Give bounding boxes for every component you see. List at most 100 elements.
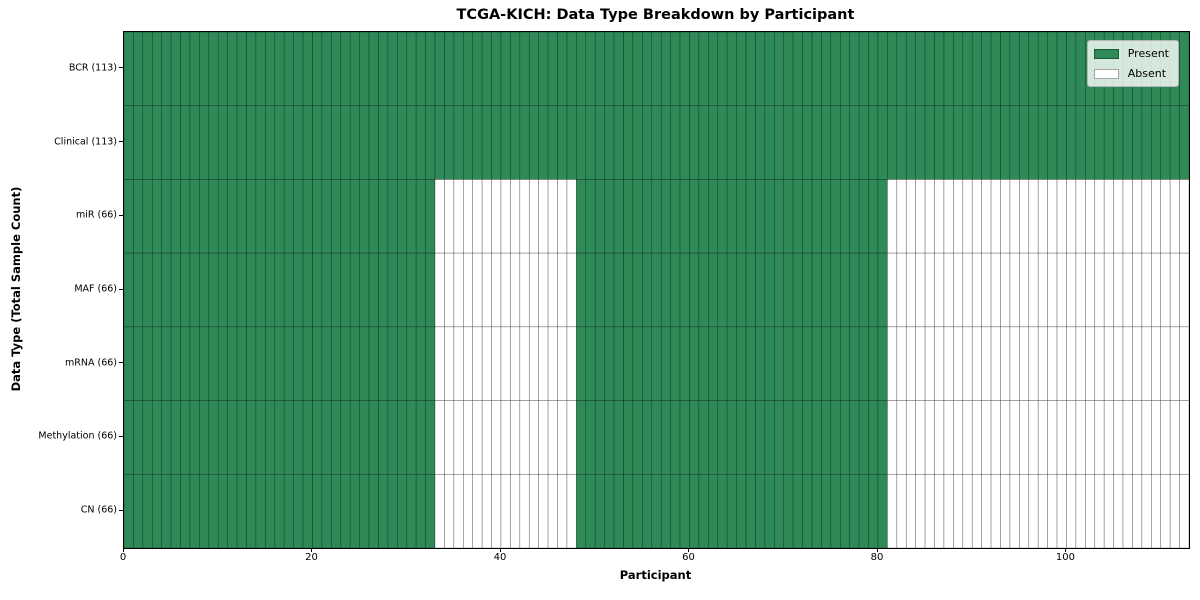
- heatmap-cell: [444, 32, 455, 107]
- heatmap-cell: [236, 32, 247, 107]
- heatmap-cell: [811, 326, 822, 401]
- heatmap-cell: [472, 473, 483, 548]
- heatmap-cell: [236, 252, 247, 328]
- heatmap-cell: [962, 473, 973, 548]
- heatmap-cell: [887, 105, 898, 180]
- heatmap-cell: [1009, 252, 1020, 328]
- heatmap-cell: [745, 473, 756, 548]
- heatmap-cell: [378, 32, 389, 107]
- heatmap-cell: [1132, 326, 1143, 401]
- heatmap-cell: [981, 400, 992, 475]
- heatmap-cell: [962, 32, 973, 107]
- heatmap-cell: [1075, 326, 1086, 401]
- heatmap-cell: [528, 400, 539, 475]
- heatmap-cell: [519, 400, 530, 475]
- heatmap-cell: [811, 252, 822, 328]
- heatmap-cell: [500, 32, 511, 107]
- heatmap-cell: [415, 400, 426, 475]
- heatmap-cell: [208, 252, 219, 328]
- heatmap-cell: [877, 179, 888, 254]
- heatmap-cell: [321, 400, 332, 475]
- heatmap-cell: [839, 252, 851, 328]
- heatmap-cell: [811, 105, 822, 180]
- heatmap-cell: [679, 179, 690, 254]
- heatmap-cell: [613, 252, 624, 328]
- heatmap-cell: [274, 179, 285, 254]
- heatmap-cell: [236, 105, 247, 180]
- heatmap-cell: [839, 473, 851, 548]
- heatmap-cell: [142, 473, 153, 548]
- heatmap-cell: [792, 400, 803, 475]
- heatmap-cell: [170, 32, 181, 107]
- heatmap-cell: [133, 473, 144, 548]
- heatmap-cell: [312, 32, 323, 107]
- heatmap-cell: [877, 32, 888, 107]
- heatmap-cell: [839, 400, 851, 475]
- heatmap-cell: [274, 32, 285, 107]
- heatmap-cell: [726, 473, 737, 548]
- heatmap-cell: [246, 105, 257, 180]
- heatmap-cell: [462, 179, 474, 254]
- heatmap-cell: [349, 252, 360, 328]
- heatmap-cell: [227, 252, 238, 328]
- heatmap-cell: [434, 326, 445, 401]
- heatmap-cell: [189, 179, 200, 254]
- heatmap-cell: [349, 105, 360, 180]
- heatmap-cell: [368, 400, 379, 475]
- heatmap-cell: [359, 326, 370, 401]
- heatmap-cell: [331, 105, 342, 180]
- heatmap-cell: [481, 32, 492, 107]
- heatmap-cell: [510, 179, 521, 254]
- heatmap-cell: [670, 179, 681, 254]
- heatmap-cell: [849, 105, 860, 180]
- heatmap-cell: [839, 326, 851, 401]
- heatmap-cell: [510, 252, 521, 328]
- heatmap-cell: [312, 473, 323, 548]
- heatmap-cell: [905, 400, 916, 475]
- heatmap-cell: [340, 400, 351, 475]
- heatmap-cell: [1094, 326, 1105, 401]
- heatmap-cell: [642, 326, 653, 401]
- heatmap-cell: [453, 473, 464, 548]
- heatmap-cell: [774, 473, 785, 548]
- heatmap-cell: [962, 105, 973, 180]
- heatmap-cell: [736, 179, 747, 254]
- heatmap-cell: [698, 252, 709, 328]
- heatmap-cell: [180, 252, 191, 328]
- heatmap-cell: [349, 326, 360, 401]
- heatmap-cell: [924, 32, 935, 107]
- heatmap-cell: [1094, 179, 1105, 254]
- y-tick-label: Clinical (113): [54, 136, 117, 148]
- heatmap-cell: [896, 32, 907, 107]
- heatmap-cell: [849, 400, 860, 475]
- heatmap-cell: [142, 326, 153, 401]
- heatmap-cell: [312, 105, 323, 180]
- heatmap-cell: [462, 400, 474, 475]
- heatmap-cell: [632, 473, 643, 548]
- heatmap-cell: [189, 32, 200, 107]
- heatmap-cell: [660, 252, 671, 328]
- heatmap-cells: [124, 32, 1189, 548]
- heatmap-cell: [1160, 326, 1171, 401]
- heatmap-cell: [962, 252, 973, 328]
- heatmap-cell: [613, 105, 624, 180]
- heatmap-cell: [708, 326, 719, 401]
- heatmap-cell: [839, 105, 851, 180]
- heatmap-cell: [830, 326, 841, 401]
- heatmap-cell: [199, 326, 210, 401]
- heatmap-cell: [971, 32, 982, 107]
- heatmap-cell: [133, 105, 144, 180]
- heatmap-cell: [896, 252, 907, 328]
- heatmap-cell: [491, 105, 502, 180]
- heatmap-cell: [189, 473, 200, 548]
- heatmap-cell: [774, 179, 785, 254]
- heatmap-cell: [1047, 105, 1058, 180]
- heatmap-cell: [670, 105, 681, 180]
- y-tick-mark: [119, 362, 123, 364]
- heatmap-cell: [1000, 400, 1011, 475]
- heatmap-cell: [915, 105, 926, 180]
- legend-swatch-absent: [1093, 68, 1119, 79]
- heatmap-cell: [236, 179, 247, 254]
- heatmap-cell: [642, 179, 653, 254]
- heatmap-cell: [1132, 473, 1143, 548]
